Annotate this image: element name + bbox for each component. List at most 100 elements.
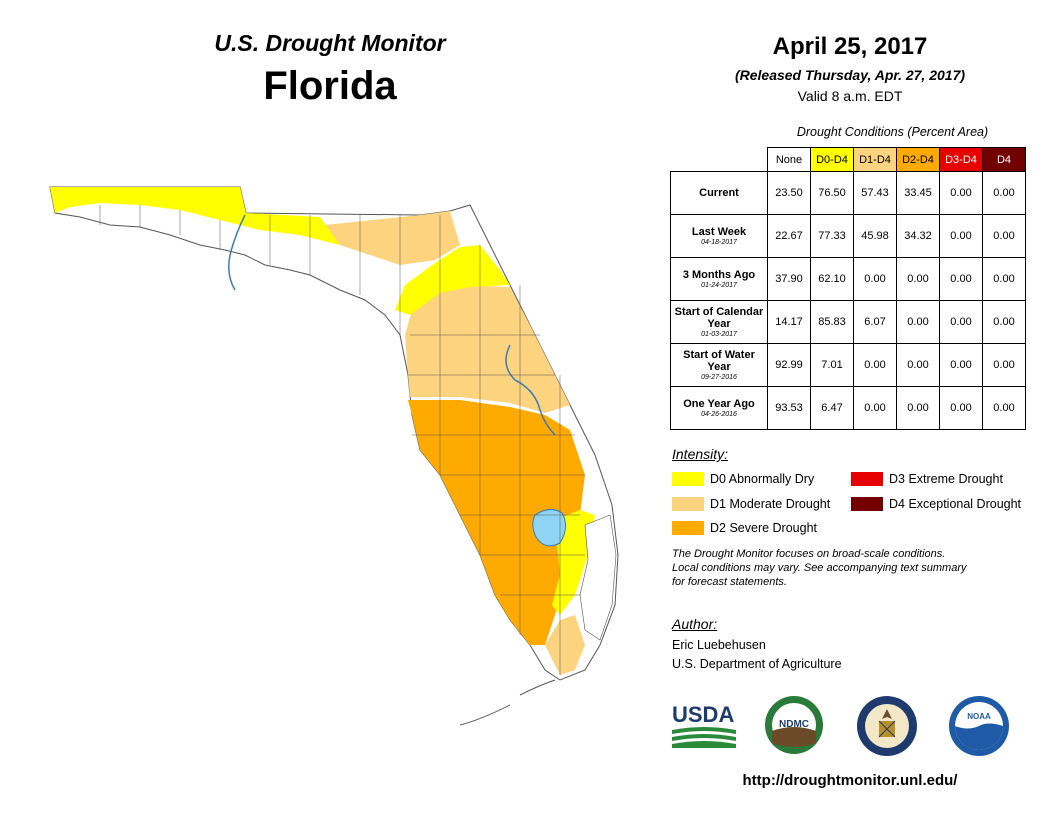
cell-value: 34.32 bbox=[896, 214, 940, 258]
cell-value: 0.00 bbox=[896, 343, 940, 387]
cell-value: 0.00 bbox=[982, 214, 1026, 258]
cell-value: 93.53 bbox=[767, 386, 811, 430]
legend-swatch-d1 bbox=[672, 497, 704, 511]
legend-d3: D3 Extreme Drought bbox=[851, 472, 1003, 486]
st-johns-river bbox=[505, 344, 556, 436]
legend-d1: D1 Moderate Drought bbox=[672, 497, 830, 511]
author-name: Eric Luebehusen bbox=[672, 638, 766, 652]
d0-region-panhandle bbox=[50, 187, 340, 245]
cell-value: 6.47 bbox=[810, 386, 854, 430]
map-date: April 25, 2017 bbox=[772, 33, 928, 60]
legend-swatch-d3 bbox=[851, 472, 883, 486]
d1-region-north bbox=[325, 211, 460, 265]
cell-value: 62.10 bbox=[810, 257, 854, 301]
legend-label: D0 Abnormally Dry bbox=[710, 472, 815, 486]
table-row: Start of Water Year 09-27-2016 92.99 7.01… bbox=[670, 343, 1026, 387]
cell-value: 23.50 bbox=[767, 171, 811, 215]
cell-value: 76.50 bbox=[810, 171, 854, 215]
col-d0-d4: D0-D4 bbox=[810, 147, 854, 172]
noaa-logo: NOAA bbox=[949, 696, 1009, 756]
cell-value: 14.17 bbox=[767, 300, 811, 344]
col-d4: D4 bbox=[982, 147, 1026, 172]
cell-value: 0.00 bbox=[939, 171, 983, 215]
row-label: Start of Calendar Year 01-03-2017 bbox=[670, 300, 768, 344]
county-boundaries bbox=[99, 205, 585, 675]
cell-value: 0.00 bbox=[896, 300, 940, 344]
disclaimer-note: The Drought Monitor focuses on broad-sca… bbox=[672, 547, 1042, 589]
legend-d0: D0 Abnormally Dry bbox=[672, 472, 814, 486]
row-label: Current bbox=[670, 171, 768, 215]
svg-text:NDMC: NDMC bbox=[779, 719, 809, 730]
cell-value: 85.83 bbox=[810, 300, 854, 344]
cell-value: 0.00 bbox=[939, 257, 983, 301]
florida-drought-map bbox=[49, 186, 619, 726]
cell-value: 37.90 bbox=[767, 257, 811, 301]
author-title: Author: bbox=[672, 616, 718, 632]
cell-value: 0.00 bbox=[896, 386, 940, 430]
commerce-seal-logo bbox=[857, 696, 917, 756]
cell-value: 0.00 bbox=[853, 343, 897, 387]
cell-value: 92.99 bbox=[767, 343, 811, 387]
table-row: 3 Months Ago 01-24-2017 37.90 62.10 0.00 … bbox=[670, 257, 1026, 301]
row-label: 3 Months Ago 01-24-2017 bbox=[670, 257, 768, 301]
row-label: Start of Water Year 09-27-2016 bbox=[670, 343, 768, 387]
cell-value: 77.33 bbox=[810, 214, 854, 258]
col-d1-d4: D1-D4 bbox=[853, 147, 897, 172]
cell-value: 0.00 bbox=[982, 343, 1026, 387]
d1-region bbox=[405, 285, 570, 413]
drought-conditions-table: None D0-D4 D1-D4 D2-D4 D3-D4 D4 Current … bbox=[670, 147, 1026, 430]
cell-value: 7.01 bbox=[810, 343, 854, 387]
legend-label: D1 Moderate Drought bbox=[710, 497, 831, 511]
legend-d4: D4 Exceptional Drought bbox=[851, 497, 1021, 511]
cell-value: 0.00 bbox=[982, 386, 1026, 430]
ndmc-logo: NDMC bbox=[765, 696, 823, 754]
author-org: U.S. Department of Agriculture bbox=[672, 657, 842, 671]
col-d2-d4: D2-D4 bbox=[896, 147, 940, 172]
florida-keys bbox=[459, 679, 556, 726]
row-label: Last Week 04-18-2017 bbox=[670, 214, 768, 258]
table-row: Last Week 04-18-2017 22.67 77.33 45.98 34… bbox=[670, 214, 1026, 258]
d2-region bbox=[408, 400, 585, 645]
legend-label: D4 Exceptional Drought bbox=[889, 497, 1022, 511]
cell-value: 22.67 bbox=[767, 214, 811, 258]
state-title: Florida bbox=[263, 64, 397, 108]
monitor-title: U.S. Drought Monitor bbox=[214, 30, 446, 56]
website-url[interactable]: http://droughtmonitor.unl.edu/ bbox=[742, 772, 958, 789]
cell-value: 0.00 bbox=[853, 386, 897, 430]
table-row: One Year Ago 04-26-2016 93.53 6.47 0.00 0… bbox=[670, 386, 1026, 430]
cell-value: 6.07 bbox=[853, 300, 897, 344]
cell-value: 0.00 bbox=[939, 343, 983, 387]
valid-time: Valid 8 a.m. EDT bbox=[797, 88, 903, 104]
header-blank bbox=[671, 148, 768, 172]
intensity-title: Intensity: bbox=[672, 446, 729, 462]
cell-value: 0.00 bbox=[982, 257, 1026, 301]
table-row: Current 23.50 76.50 57.43 33.45 0.00 0.0… bbox=[670, 171, 1026, 215]
legend-swatch-d2 bbox=[672, 521, 704, 535]
col-d3-d4: D3-D4 bbox=[939, 147, 983, 172]
cell-value: 0.00 bbox=[982, 300, 1026, 344]
cell-value: 0.00 bbox=[982, 171, 1026, 215]
d0-region-northeast bbox=[395, 245, 510, 315]
no-drought-southeast bbox=[579, 514, 617, 641]
table-header-row: None D0-D4 D1-D4 D2-D4 D3-D4 D4 bbox=[671, 147, 1026, 172]
cell-value: 0.00 bbox=[896, 257, 940, 301]
cell-value: 0.00 bbox=[939, 214, 983, 258]
note-line: Local conditions may vary. See accompany… bbox=[672, 562, 967, 574]
col-none: None bbox=[767, 147, 811, 172]
svg-text:NOAA: NOAA bbox=[967, 712, 991, 721]
svg-text:USDA: USDA bbox=[672, 702, 734, 727]
cell-value: 0.00 bbox=[939, 300, 983, 344]
cell-value: 33.45 bbox=[896, 171, 940, 215]
cell-value: 0.00 bbox=[939, 386, 983, 430]
row-label: One Year Ago 04-26-2016 bbox=[670, 386, 768, 430]
legend-label: D2 Severe Drought bbox=[710, 521, 818, 535]
legend-swatch-d0 bbox=[672, 472, 704, 486]
cell-value: 0.00 bbox=[853, 257, 897, 301]
cell-value: 45.98 bbox=[853, 214, 897, 258]
usda-logo: USDA bbox=[672, 702, 736, 748]
apalachicola-river bbox=[228, 214, 246, 291]
cell-value: 57.43 bbox=[853, 171, 897, 215]
release-date: (Released Thursday, Apr. 27, 2017) bbox=[734, 67, 966, 83]
note-line: The Drought Monitor focuses on broad-sca… bbox=[672, 548, 946, 560]
legend-label: D3 Extreme Drought bbox=[889, 472, 1003, 486]
